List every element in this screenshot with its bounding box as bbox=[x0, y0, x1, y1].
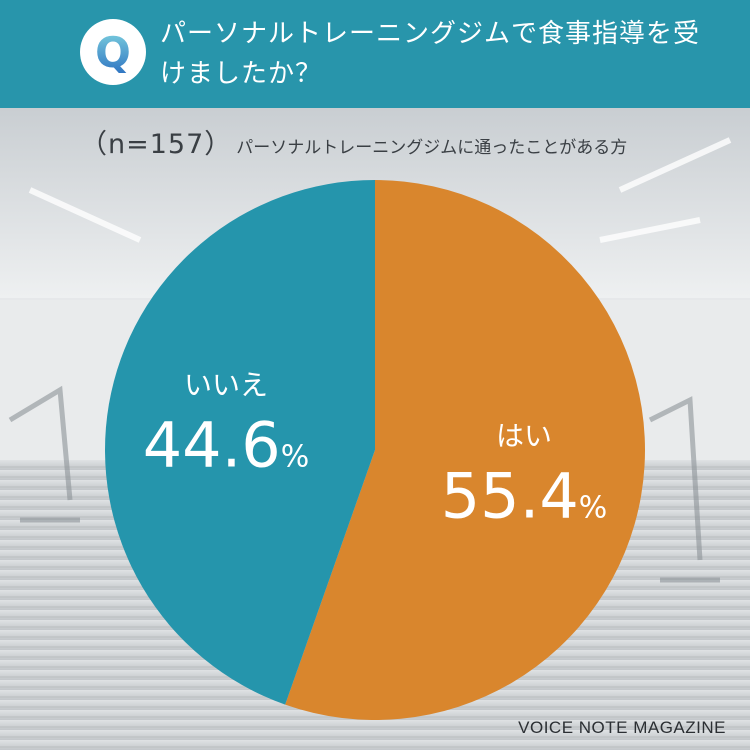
audience-label: パーソナルトレーニングジムに通ったことがある方 bbox=[236, 138, 628, 158]
slice-label-yes: はい bbox=[496, 420, 552, 453]
question-title: パーソナルトレーニングジムで食事指導を受けましたか？ bbox=[160, 19, 701, 89]
slice-label-no: いいえ bbox=[184, 368, 268, 401]
question-header: Q パーソナルトレーニングジムで食事指導を受けましたか？ bbox=[0, 0, 750, 108]
slice-value-no: 44.6% bbox=[143, 408, 310, 481]
pie-slice-yes bbox=[285, 180, 646, 721]
pie-slice-no bbox=[105, 180, 376, 705]
badge-letter: Q bbox=[95, 28, 131, 77]
sample-size-label: （n=157） bbox=[80, 129, 233, 160]
brand-watermark: VOICE NOTE MAGAZINE bbox=[518, 718, 726, 737]
q-badge-icon: Q bbox=[95, 28, 131, 77]
sample-info: （n=157） パーソナルトレーニングジムに通ったことがある方 bbox=[80, 128, 627, 162]
question-badge: Q bbox=[80, 19, 146, 85]
slice-value-yes: 55.4% bbox=[441, 460, 608, 533]
